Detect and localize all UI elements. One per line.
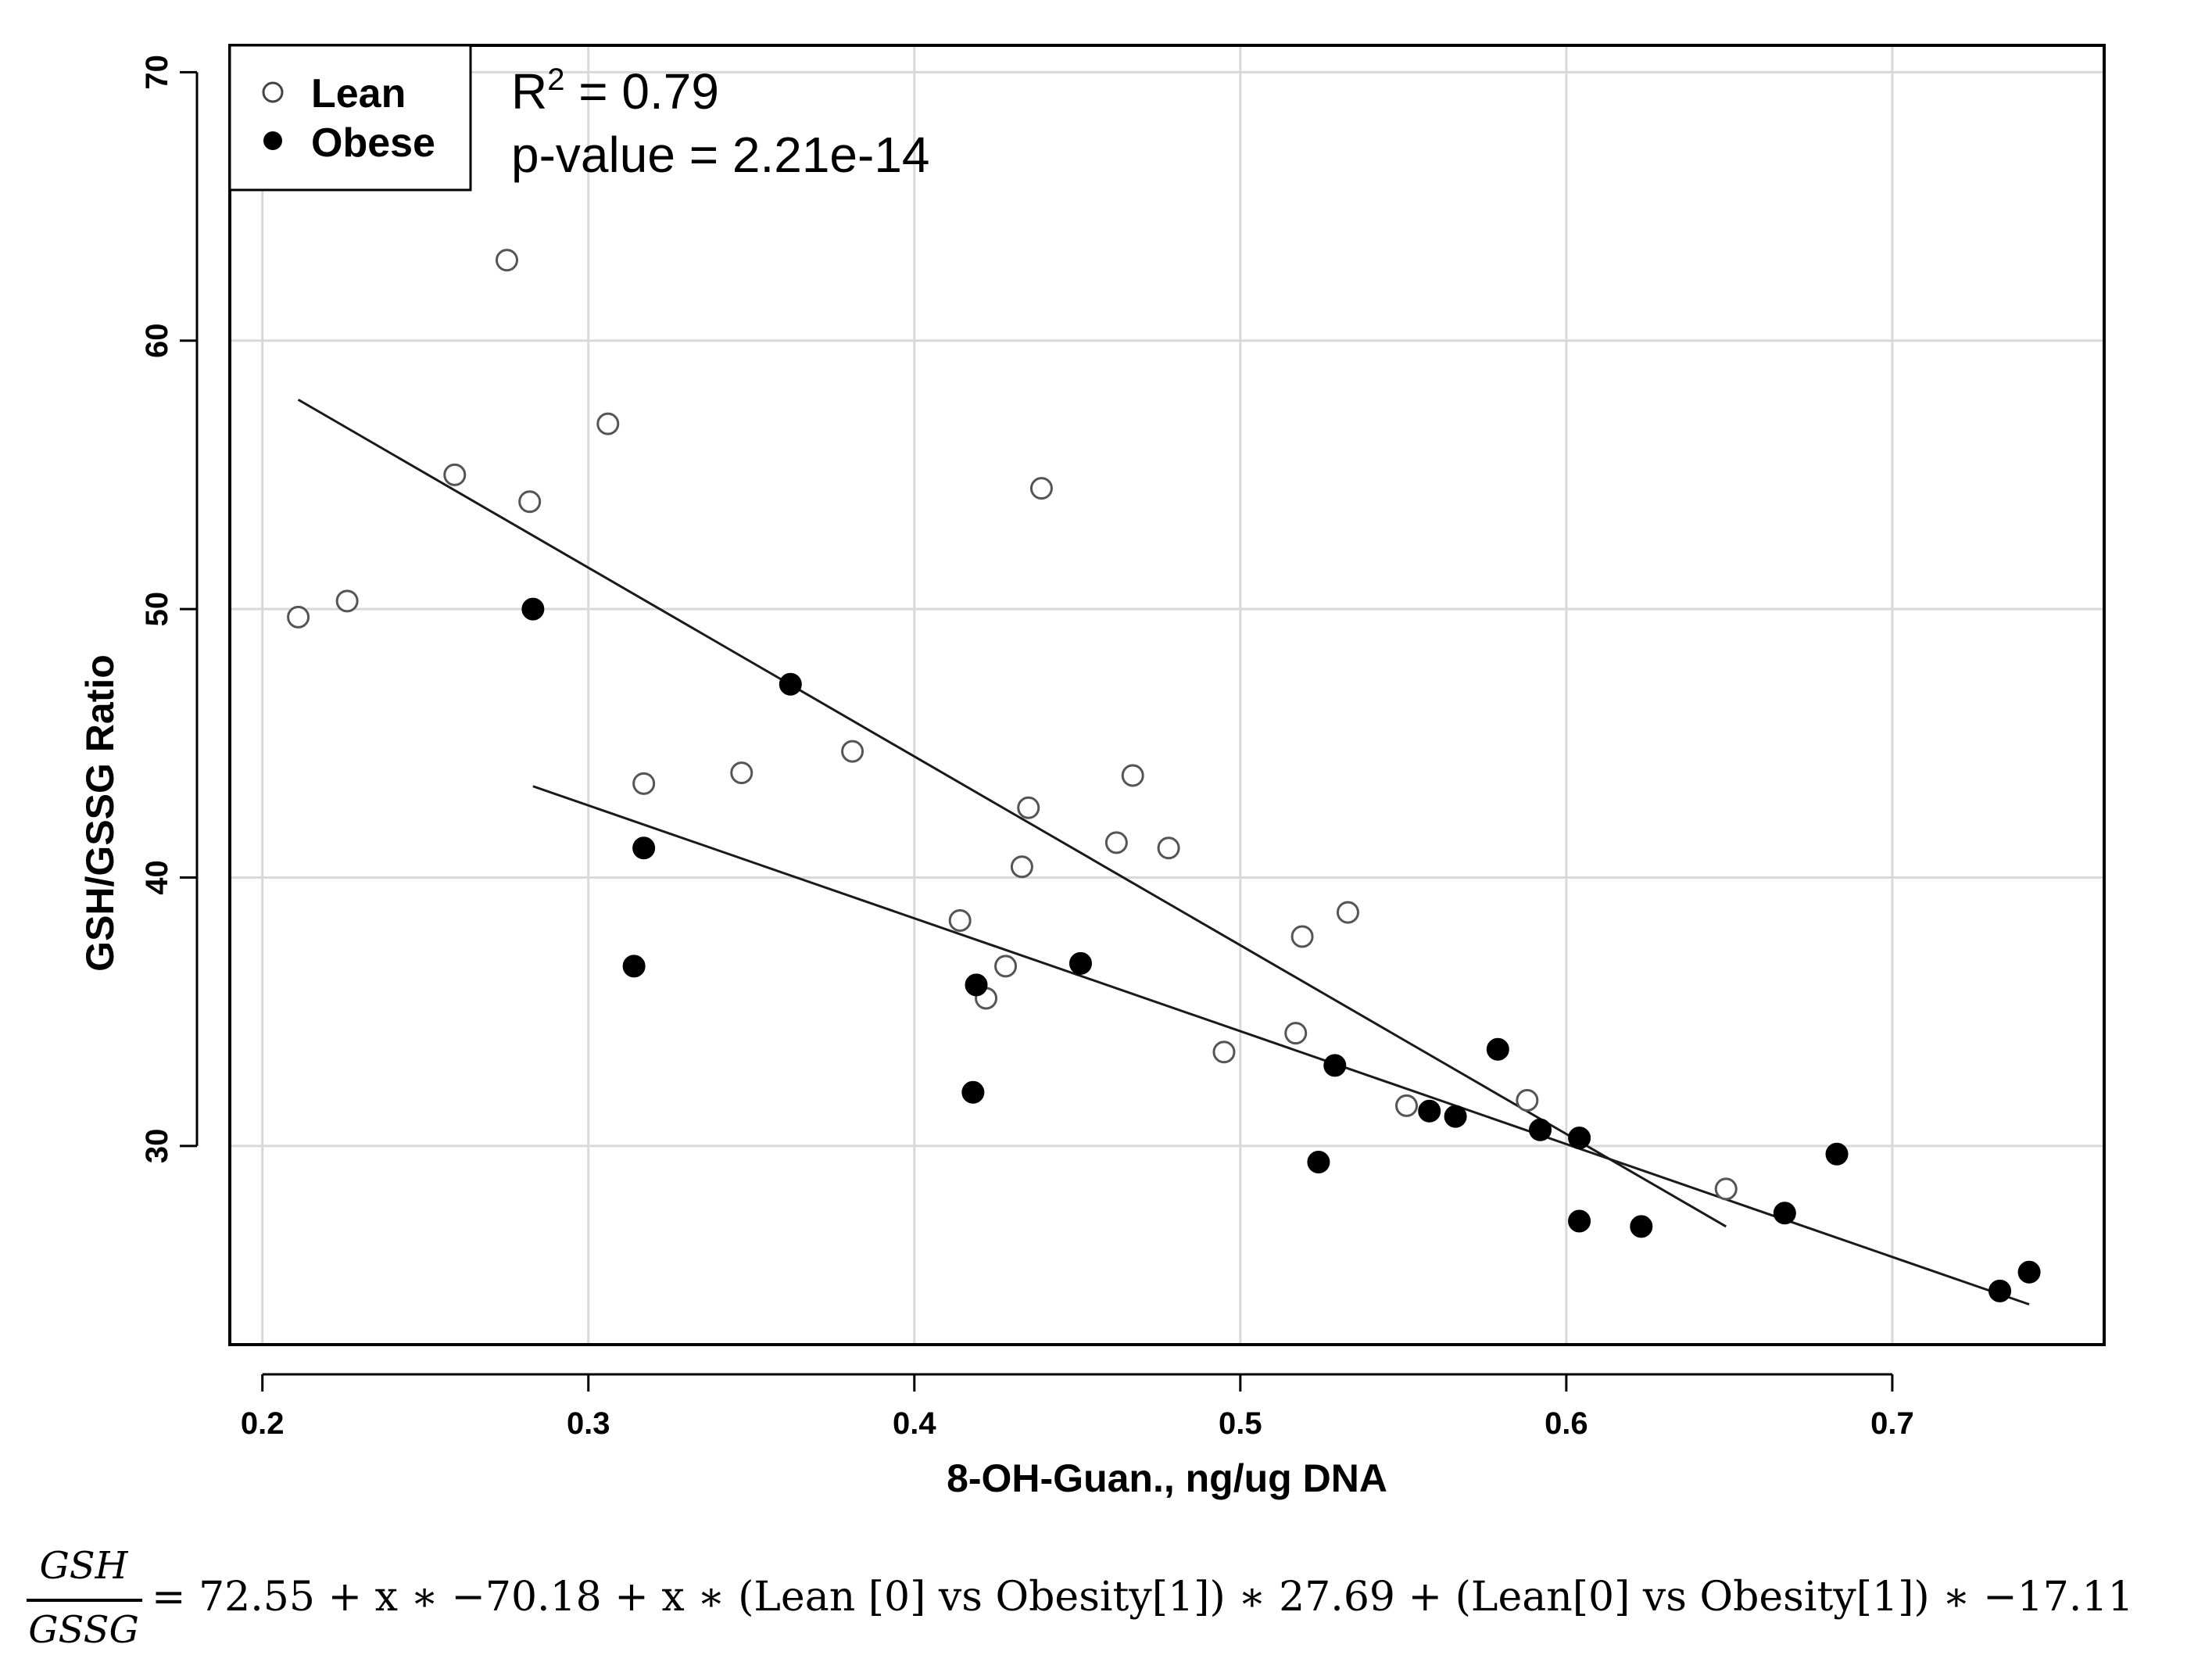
lean-point — [287, 605, 310, 629]
obese-point — [1307, 1150, 1330, 1173]
obese-point — [1418, 1099, 1441, 1123]
y-tick-label: 40 — [140, 860, 174, 895]
lean-point — [730, 761, 753, 785]
obese-point — [1444, 1105, 1467, 1128]
x-tick-label: 0.2 — [241, 1406, 285, 1441]
obese-point — [1630, 1215, 1653, 1238]
y-tick-label: 70 — [140, 55, 174, 90]
equation-numerator: GSH — [39, 1544, 128, 1588]
lean-point — [1104, 831, 1128, 854]
legend: Lean Obese — [228, 44, 472, 192]
lean-point — [1017, 796, 1040, 819]
regression-equation: GSH GSSG = 72.55 + x ∗ −70.18 + x ∗ (Lea… — [22, 1544, 2195, 1661]
lean-point — [1121, 764, 1144, 787]
lean-point — [1714, 1177, 1738, 1201]
x-tick-label: 0.3 — [567, 1406, 610, 1441]
lean-fit-line — [297, 398, 1727, 1228]
obese-point — [1486, 1037, 1509, 1061]
gridlines — [230, 45, 2104, 1345]
obese-point — [779, 672, 802, 696]
obese-point — [961, 1080, 985, 1104]
obese-point — [2017, 1260, 2041, 1284]
lean-point — [948, 908, 972, 932]
r-squared-value: = 0.79 — [564, 63, 719, 120]
obese-point — [1568, 1127, 1591, 1150]
lean-point — [841, 740, 864, 763]
legend-box — [228, 44, 472, 192]
lean-point — [1284, 1022, 1308, 1045]
r-squared-superscript: 2 — [547, 63, 564, 97]
lean-point — [443, 463, 467, 486]
equation-denominator: GSSG — [28, 1608, 139, 1652]
data-points — [287, 249, 2041, 1302]
legend-lean-marker — [262, 81, 284, 103]
lean-point — [495, 249, 518, 272]
fraction-bar — [27, 1599, 142, 1602]
obese-point — [1323, 1054, 1347, 1077]
obese-point — [1988, 1279, 2012, 1302]
lean-point — [1290, 925, 1314, 948]
y-tick-label: 60 — [140, 323, 174, 358]
x-tick-label: 0.5 — [1219, 1406, 1262, 1441]
p-value-annotation: p-value = 2.21e-14 — [511, 127, 930, 183]
obese-point — [1825, 1142, 1849, 1166]
x-tick-label: 0.4 — [893, 1406, 936, 1441]
x-tick-label: 0.7 — [1870, 1406, 1914, 1441]
lean-point — [1157, 836, 1180, 860]
lean-point — [1212, 1041, 1236, 1064]
lean-point — [518, 490, 542, 514]
obese-point — [622, 955, 646, 978]
obese-point — [965, 973, 988, 997]
obese-point — [1068, 951, 1092, 975]
scatter-chart: 0.2 0.3 0.4 0.5 0.6 0.7 30 40 50 60 70 8-OH-Guan.,… — [78, 44, 2106, 1500]
r-squared-prefix: R — [511, 63, 547, 120]
obese-point — [521, 597, 545, 621]
axes: 0.2 0.3 0.4 0.5 0.6 0.7 30 40 50 60 70 — [140, 55, 1914, 1441]
equation-rhs: = 72.55 + x ∗ −70.18 + x ∗ (Lean [0] vs … — [152, 1574, 2134, 1621]
obese-point — [1568, 1209, 1591, 1233]
lean-point — [1336, 901, 1359, 924]
lean-point — [1029, 477, 1053, 500]
y-tick-label: 30 — [140, 1129, 174, 1164]
y-axis-title: GSH/GSSG Ratio — [78, 654, 122, 972]
lean-point — [1516, 1089, 1539, 1112]
obese-point — [1529, 1118, 1552, 1141]
lean-point — [994, 955, 1018, 978]
x-axis-title: 8-OH-Guan., ng/ug DNA — [947, 1456, 1387, 1500]
lean-point — [596, 412, 620, 435]
legend-lean-label: Lean — [311, 71, 406, 116]
obese-point — [1773, 1202, 1796, 1225]
lean-point — [1395, 1094, 1419, 1117]
lean-point — [335, 589, 359, 613]
plot-frame — [228, 44, 2106, 1346]
y-tick-label: 50 — [140, 592, 174, 627]
r-squared-annotation: R2 = 0.79 — [511, 63, 719, 120]
obese-point — [632, 836, 656, 860]
x-tick-label: 0.6 — [1545, 1406, 1588, 1441]
legend-obese-marker — [263, 131, 282, 150]
lean-point — [632, 772, 656, 795]
legend-obese-label: Obese — [311, 120, 435, 166]
lean-point — [1010, 855, 1033, 879]
